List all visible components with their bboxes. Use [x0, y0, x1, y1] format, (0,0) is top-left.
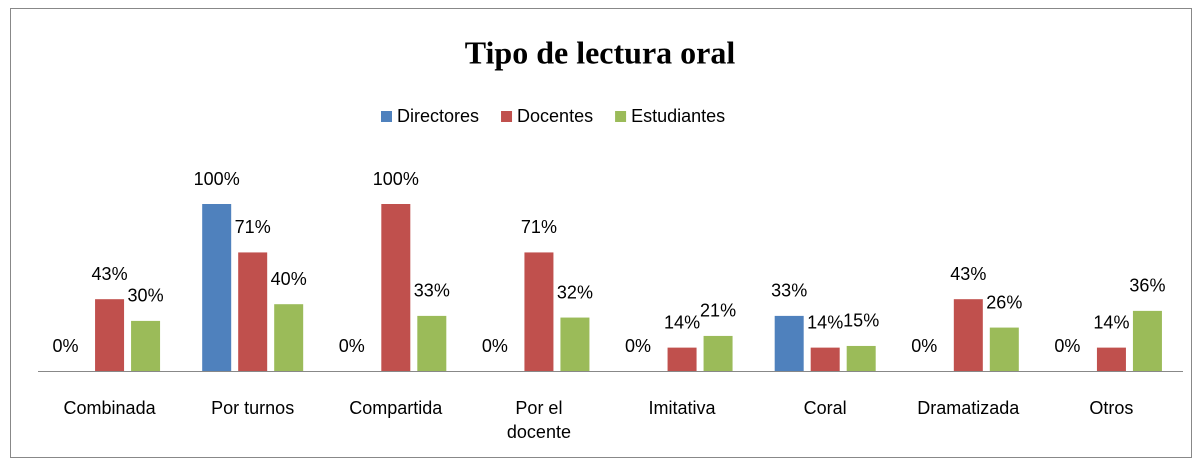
bar — [989, 327, 1019, 371]
bar — [667, 347, 697, 371]
value-label: 100% — [373, 169, 419, 189]
x-tick-label: Compartida — [349, 398, 443, 418]
bar — [238, 252, 268, 371]
legend-swatch — [381, 111, 392, 122]
value-label: 14% — [664, 312, 700, 332]
x-tick-label: Combinada — [63, 398, 156, 418]
bar — [1132, 310, 1162, 371]
legend-label: Estudiantes — [631, 106, 725, 126]
value-label: 43% — [950, 264, 986, 284]
value-label: 15% — [843, 311, 879, 331]
bar — [846, 345, 876, 371]
value-label: 100% — [194, 169, 240, 189]
bar — [560, 317, 590, 371]
value-label: 33% — [414, 281, 450, 301]
bar — [131, 320, 161, 371]
bar — [417, 315, 447, 371]
value-label: 14% — [807, 312, 843, 332]
value-label: 21% — [700, 301, 736, 321]
value-label: 32% — [557, 282, 593, 302]
bar — [95, 299, 125, 371]
value-label: 0% — [625, 336, 651, 356]
bar — [774, 315, 804, 371]
bar — [274, 304, 304, 371]
value-label: 71% — [521, 217, 557, 237]
legend-label: Docentes — [517, 106, 593, 126]
value-label: 71% — [235, 217, 271, 237]
x-tick-label: Por el docente — [506, 398, 571, 442]
value-label: 26% — [986, 292, 1022, 312]
bar — [703, 335, 733, 371]
value-label: 40% — [271, 269, 307, 289]
value-label: 0% — [339, 336, 365, 356]
bar — [953, 299, 983, 371]
bar — [810, 347, 840, 371]
x-tick-label: Imitativa — [648, 398, 716, 418]
legend-swatch — [501, 111, 513, 122]
value-label: 43% — [92, 264, 128, 284]
value-label: 14% — [1093, 312, 1129, 332]
bar — [381, 204, 411, 371]
value-label: 0% — [1054, 336, 1080, 356]
bar — [1096, 347, 1126, 371]
value-label: 0% — [53, 336, 79, 356]
value-label: 30% — [128, 286, 164, 306]
value-label: 33% — [771, 281, 807, 301]
x-tick-label: Otros — [1089, 398, 1134, 418]
value-label: 36% — [1129, 276, 1165, 296]
legend-swatch — [615, 111, 627, 122]
bar — [202, 204, 232, 371]
x-tick-label: Coral — [803, 398, 847, 418]
value-label: 0% — [911, 336, 937, 356]
legend-label: Directores — [397, 106, 479, 126]
chart-title: Tipo de lectura oral — [465, 34, 736, 70]
x-tick-label: Por turnos — [211, 398, 295, 418]
value-label: 0% — [482, 336, 508, 356]
x-tick-label: Dramatizada — [917, 398, 1020, 418]
chart-border — [10, 8, 1192, 458]
bar — [524, 252, 554, 371]
